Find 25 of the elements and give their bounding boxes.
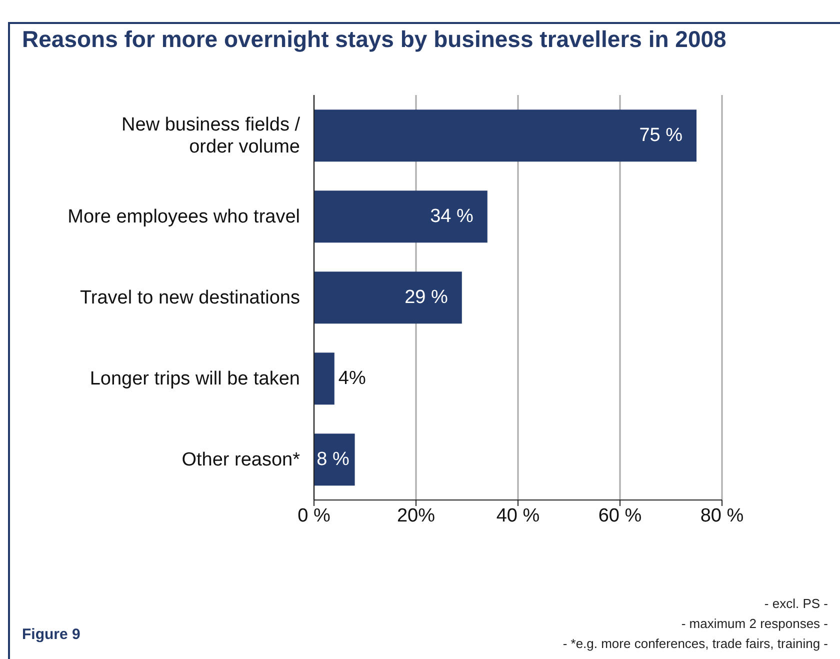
y-tick-label: New business fields / order volume <box>122 114 301 157</box>
text: - *e.g. more conferences, trade fairs, training - <box>562 635 828 653</box>
text: - maximum 2 responses - <box>680 615 828 633</box>
x-tick-label: 40 % <box>496 505 540 526</box>
x-tick-label: 0 % <box>298 505 330 526</box>
data-label: 4% <box>338 368 366 390</box>
x-tick-label: 60 % <box>598 505 642 526</box>
chart-title: Reasons for more overnight stays by business travellers in 2008 <box>22 26 726 53</box>
data-label: 34 % <box>430 206 474 228</box>
y-tick-label: Travel to new destinations <box>80 287 300 308</box>
text: - excl. PS - <box>763 595 828 613</box>
data-label: 75 % <box>639 125 683 146</box>
bar <box>314 272 462 324</box>
bar <box>314 434 355 486</box>
bar <box>314 190 488 243</box>
y-tick-label: Other reason* <box>182 449 301 470</box>
caption: Figure 9 <box>22 626 80 643</box>
bar <box>314 110 696 162</box>
x-tick-label: 80 % <box>700 505 744 526</box>
bar <box>314 352 334 405</box>
data-label: 29 % <box>404 287 448 308</box>
x-tick-label: 20% <box>396 505 436 526</box>
y-tick-label: Longer trips will be taken <box>90 368 300 389</box>
data-label: 8 % <box>316 449 350 470</box>
y-tick-label: More employees who travel <box>68 206 300 227</box>
